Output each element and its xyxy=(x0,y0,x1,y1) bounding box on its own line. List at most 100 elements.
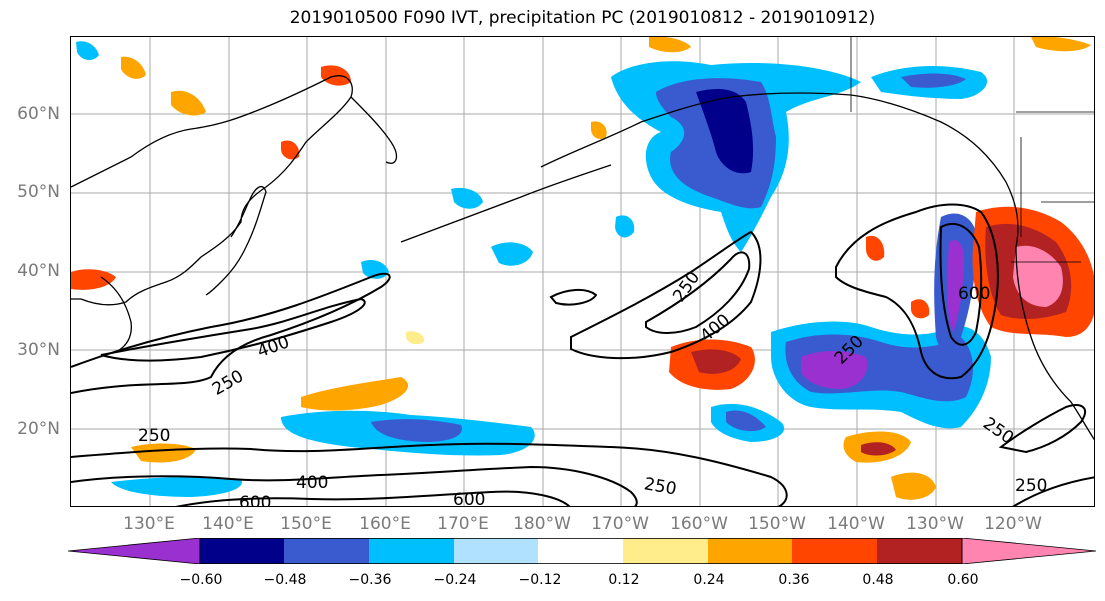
lon-label-180w: 180°W xyxy=(513,514,571,534)
contour-labels: 250 400 250 400 600 600 250 250 400 250 … xyxy=(138,268,1047,507)
colorbar-segment-2 xyxy=(284,538,369,564)
colorbar-extend-right xyxy=(961,538,1097,564)
southeast-positive-core xyxy=(861,442,896,456)
ivt-contours xyxy=(71,203,1094,506)
ivt-contour-400-west xyxy=(100,297,366,362)
ivt-contour-250-east xyxy=(835,203,999,380)
ivt-contour-600-east xyxy=(939,222,983,346)
lon-label-160e: 160°E xyxy=(359,514,411,534)
subtropical-positive-band xyxy=(301,377,409,411)
ivt-contour-250-se xyxy=(998,404,1086,454)
ivt-contour-400-central xyxy=(645,251,751,334)
aleutian-chain xyxy=(400,164,612,243)
colorbar-tick-9: 0.48 xyxy=(862,572,894,588)
kamchatka-coastline xyxy=(350,96,398,164)
colorbar-tick-5: −0.12 xyxy=(518,572,562,588)
south-positive-strip xyxy=(891,472,936,500)
lon-label-120w: 120°W xyxy=(984,514,1042,534)
lon-label-140w: 140°W xyxy=(827,514,885,534)
colorbar xyxy=(68,538,1097,564)
lat-label-50n: 50°N xyxy=(17,182,60,202)
southwest-negative-strip xyxy=(111,476,242,497)
contour-label-400-a: 400 xyxy=(255,332,292,362)
colorbar-tick-4: −0.24 xyxy=(433,572,477,588)
positive-precip-anomalies xyxy=(71,37,1094,500)
lat-label-40n: 40°N xyxy=(17,261,60,281)
gulf-positive-blob xyxy=(866,235,885,261)
colorbar-tick-1: −0.60 xyxy=(179,572,223,588)
colorbar-segment-6 xyxy=(623,538,708,564)
contour-label-250-f: 250 xyxy=(979,414,1017,449)
ivt-contour-closed-small xyxy=(549,289,598,306)
ivt-contour-600-south xyxy=(175,490,571,506)
lon-label-130w: 130°W xyxy=(906,514,964,534)
map-panel[interactable]: 250 400 250 400 600 600 250 250 400 250 … xyxy=(70,36,1095,507)
midpacific-negative-blob-3 xyxy=(451,187,483,209)
lat-label-20n: 20°N xyxy=(17,419,60,439)
northamerica-coastline xyxy=(1015,246,1094,441)
lat-label-60n: 60°N xyxy=(17,104,60,124)
lon-label-150w: 150°W xyxy=(748,514,806,534)
west-negative-blob xyxy=(76,41,99,61)
ivt-contour-250-south xyxy=(71,442,788,506)
chart-title: 2019010500 F090 IVT, precipitation PC (2… xyxy=(289,8,876,28)
kuril-positive-blob xyxy=(281,140,300,160)
contour-label-400-b: 400 xyxy=(296,473,328,493)
contour-label-600-c: 600 xyxy=(958,284,990,304)
contour-label-250-b: 250 xyxy=(138,426,170,446)
colorbar-segment-9 xyxy=(877,538,962,564)
midpacific-positive-blob xyxy=(406,331,425,345)
bering-positive-blob xyxy=(591,121,607,140)
colorbar-segment-1 xyxy=(200,538,284,564)
colorbar-segment-8 xyxy=(792,538,877,564)
korea-positive-strip xyxy=(71,269,116,290)
state-borders xyxy=(850,37,1094,263)
contour-label-600-a: 600 xyxy=(239,493,271,507)
colorbar-tick-7: 0.24 xyxy=(693,572,725,588)
alaska-negative-darkcore xyxy=(696,89,754,174)
lat-label-30n: 30°N xyxy=(17,340,60,360)
alaska-panhandle-negative-core xyxy=(901,73,966,88)
midpacific-negative-blob-4 xyxy=(615,215,635,238)
colorbar-extend-left xyxy=(68,538,201,564)
colorbar-segment-4 xyxy=(454,538,538,564)
colorbar-tick-10: 0.60 xyxy=(947,572,979,588)
colorbar-tick-2: −0.48 xyxy=(263,572,307,588)
lon-label-160w: 160°W xyxy=(670,514,728,534)
colorbar-tick-8: 0.36 xyxy=(778,572,810,588)
california-positive-pink xyxy=(1013,245,1063,307)
colorbar-segment-7 xyxy=(708,538,792,564)
subtropical-negative-east-core xyxy=(726,410,766,432)
west-positive-blob xyxy=(171,90,206,116)
colorbar-tick-6: 0.12 xyxy=(608,572,640,588)
ivt-contour-250-central xyxy=(570,230,762,360)
colorbar-segment-5 xyxy=(538,538,623,564)
midpacific-negative-blob-1 xyxy=(491,242,533,266)
japan-coastline xyxy=(205,185,267,296)
hawaii-positive-core xyxy=(691,349,741,374)
gulf-negative-purple xyxy=(801,351,868,389)
west-positive-strip xyxy=(131,443,196,463)
lon-label-170e: 170°E xyxy=(437,514,489,534)
contour-label-250-g: 250 xyxy=(1015,476,1047,496)
north-positive-blob-4 xyxy=(1031,37,1091,52)
map-canvas: 250 400 250 400 600 600 250 250 400 250 … xyxy=(71,37,1094,507)
lon-label-130e: 130°E xyxy=(123,514,175,534)
lon-label-170w: 170°W xyxy=(591,514,649,534)
korea-coastline xyxy=(100,276,132,353)
north-positive-blob-1 xyxy=(121,56,146,79)
ivt-contour-400-south xyxy=(71,465,638,506)
contour-label-250-c: 250 xyxy=(643,474,678,499)
coastal-negative-purple xyxy=(947,240,964,332)
ivt-contour-250-far-east xyxy=(1012,476,1094,506)
coast-positive-blob xyxy=(911,299,930,319)
colorbar-tick-3: −0.36 xyxy=(348,572,392,588)
lon-label-140e: 140°E xyxy=(202,514,254,534)
contour-label-600-b: 600 xyxy=(453,490,485,507)
asia-coastline xyxy=(71,75,353,306)
subtropical-negative-band-w-core xyxy=(371,419,462,442)
coastlines xyxy=(71,75,1094,441)
lon-label-150e: 150°E xyxy=(280,514,332,534)
alaska-coastline xyxy=(540,92,1019,248)
colorbar-segment-3 xyxy=(369,538,454,564)
